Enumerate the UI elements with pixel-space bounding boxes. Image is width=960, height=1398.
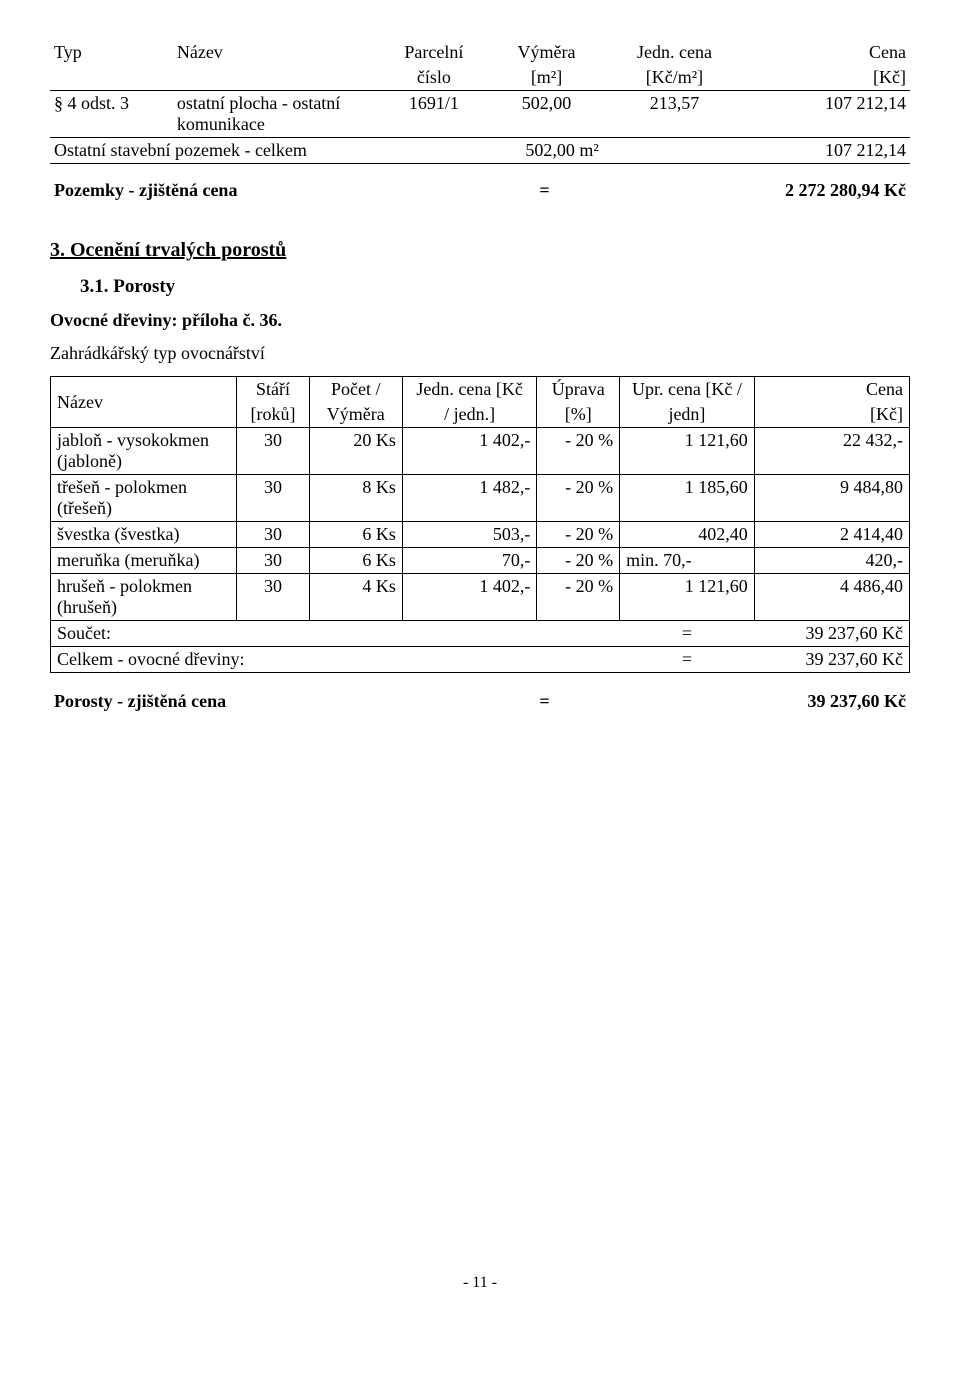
t2-r-uc: 1 185,60 (620, 475, 755, 522)
soucet-label: Součet: (51, 621, 620, 647)
row-jedncena: 213,57 (603, 91, 746, 138)
t2-r-c: 2 414,40 (754, 522, 909, 548)
subsection-31-title: 3.1. Porosty (80, 276, 910, 298)
t2-r-s: 30 (237, 522, 309, 548)
t2-r-p: 6 Ks (309, 548, 402, 574)
table-row: jabloň - vysokokmen (jabloně) 30 20 Ks 1… (51, 428, 910, 475)
hdr-jedncena: Jedn. cena (603, 40, 746, 65)
hdr-cena: Cena (746, 40, 910, 65)
page-number: - 11 - (50, 1274, 910, 1292)
celkem-eq: = (620, 647, 755, 673)
t2-r-s: 30 (237, 428, 309, 475)
section-3-title: 3. Ocenění trvalých porostů (50, 239, 910, 262)
t2-r-n: meruňka (meruňka) (51, 548, 237, 574)
t2-r-u: - 20 % (537, 548, 620, 574)
t2-r-uc: 1 121,60 (620, 428, 755, 475)
t2-r-p: 4 Ks (309, 574, 402, 621)
t2-hdr-upr1: Upr. cena [Kč / (620, 377, 755, 403)
hdr-vymera: Výměra (490, 40, 603, 65)
ovocne-dreviny-line: Ovocné dřeviny: příloha č. 36. (50, 310, 910, 331)
t2-hdr-nazev: Název (51, 377, 237, 428)
row-parcelni: 1691/1 (378, 91, 491, 138)
t2-hdr-stari1: Stáří (237, 377, 309, 403)
table-row: meruňka (meruňka) 30 6 Ks 70,- - 20 % mi… (51, 548, 910, 574)
t2-r-j: 503,- (402, 522, 537, 548)
t2-hdr-upr2: jedn] (620, 402, 755, 428)
porosty-eq: = (523, 689, 566, 714)
t2-hdr-pocet1: Počet / (309, 377, 402, 403)
t2-hdr-jedn2: / jedn.] (402, 402, 537, 428)
row-cena: 107 212,14 (746, 91, 910, 138)
t2-r-s: 30 (237, 548, 309, 574)
t2-r-p: 8 Ks (309, 475, 402, 522)
hdr-vymera-unit: [m²] (490, 65, 603, 91)
total-label: Ostatní stavební pozemek - celkem (50, 138, 378, 164)
hdr-parcelni: Parcelní (378, 40, 491, 65)
t2-hdr-cena2: [Kč] (754, 402, 909, 428)
t2-r-j: 1 482,- (402, 475, 537, 522)
t2-r-u: - 20 % (537, 574, 620, 621)
soucet-eq: = (620, 621, 755, 647)
t2-r-j: 1 402,- (402, 574, 537, 621)
soucet-val: 39 237,60 Kč (754, 621, 909, 647)
porosty-value: 39 237,60 Kč (566, 689, 910, 714)
t2-r-n: švestka (švestka) (51, 522, 237, 548)
table-row-celkem: Celkem - ovocné dřeviny: = 39 237,60 Kč (51, 647, 910, 673)
t2-r-j: 1 402,- (402, 428, 537, 475)
t2-r-c: 22 432,- (754, 428, 909, 475)
t2-r-p: 6 Ks (309, 522, 402, 548)
t2-hdr-uprava1: Úprava (537, 377, 620, 403)
t2-hdr-uprava2: [%] (537, 402, 620, 428)
table-row: třešeň - polokmen (třešeň) 30 8 Ks 1 482… (51, 475, 910, 522)
porosty-zjistena-line: Porosty - zjištěná cena = 39 237,60 Kč (50, 689, 910, 714)
porosty-label: Porosty - zjištěná cena (50, 689, 523, 714)
t2-r-s: 30 (237, 475, 309, 522)
zahradkarsky-line: Zahrádkářský typ ovocnářství (50, 343, 910, 364)
t2-r-p: 20 Ks (309, 428, 402, 475)
celkem-label: Celkem - ovocné dřeviny: (51, 647, 620, 673)
t2-r-u: - 20 % (537, 475, 620, 522)
table-row-soucet: Součet: = 39 237,60 Kč (51, 621, 910, 647)
hdr-typ: Typ (50, 40, 173, 65)
t2-r-uc: min. 70,- (620, 548, 755, 574)
parcels-table: Typ Název Parcelní Výměra Jedn. cena Cen… (50, 40, 910, 164)
row-vymera: 502,00 (490, 91, 603, 138)
t2-r-j: 70,- (402, 548, 537, 574)
pozemky-label: Pozemky - zjištěná cena (50, 178, 523, 203)
t2-r-n: jabloň - vysokokmen (jabloně) (51, 428, 237, 475)
table-row: švestka (švestka) 30 6 Ks 503,- - 20 % 4… (51, 522, 910, 548)
total-cena: 107 212,14 (746, 138, 910, 164)
pozemky-line: Pozemky - zjištěná cena = 2 272 280,94 K… (50, 178, 910, 203)
porosty-table: Název Stáří Počet / Jedn. cena [Kč Úprav… (50, 376, 910, 673)
t2-r-c: 9 484,80 (754, 475, 909, 522)
t2-r-s: 30 (237, 574, 309, 621)
hdr-jedncena-unit: [Kč/m²] (603, 65, 746, 91)
t2-r-uc: 1 121,60 (620, 574, 755, 621)
t2-r-u: - 20 % (537, 522, 620, 548)
t2-r-c: 4 486,40 (754, 574, 909, 621)
hdr-cena-unit: [Kč] (746, 65, 910, 91)
row-typ: § 4 odst. 3 (50, 91, 173, 138)
hdr-cislo: číslo (378, 65, 491, 91)
t2-r-n: hrušeň - polokmen (hrušeň) (51, 574, 237, 621)
t2-hdr-stari2: [roků] (237, 402, 309, 428)
t2-hdr-cena1: Cena (754, 377, 909, 403)
t2-r-u: - 20 % (537, 428, 620, 475)
total-vymera: 502,00 m² (490, 138, 603, 164)
t2-r-c: 420,- (754, 548, 909, 574)
t2-r-uc: 402,40 (620, 522, 755, 548)
celkem-val: 39 237,60 Kč (754, 647, 909, 673)
row-nazev: ostatní plocha - ostatní komunikace (173, 91, 378, 138)
t2-hdr-jedn1: Jedn. cena [Kč (402, 377, 537, 403)
table-row: hrušeň - polokmen (hrušeň) 30 4 Ks 1 402… (51, 574, 910, 621)
t2-r-n: třešeň - polokmen (třešeň) (51, 475, 237, 522)
hdr-nazev: Název (173, 40, 378, 65)
t2-hdr-pocet2: Výměra (309, 402, 402, 428)
pozemky-eq: = (523, 178, 566, 203)
pozemky-value: 2 272 280,94 Kč (566, 178, 910, 203)
